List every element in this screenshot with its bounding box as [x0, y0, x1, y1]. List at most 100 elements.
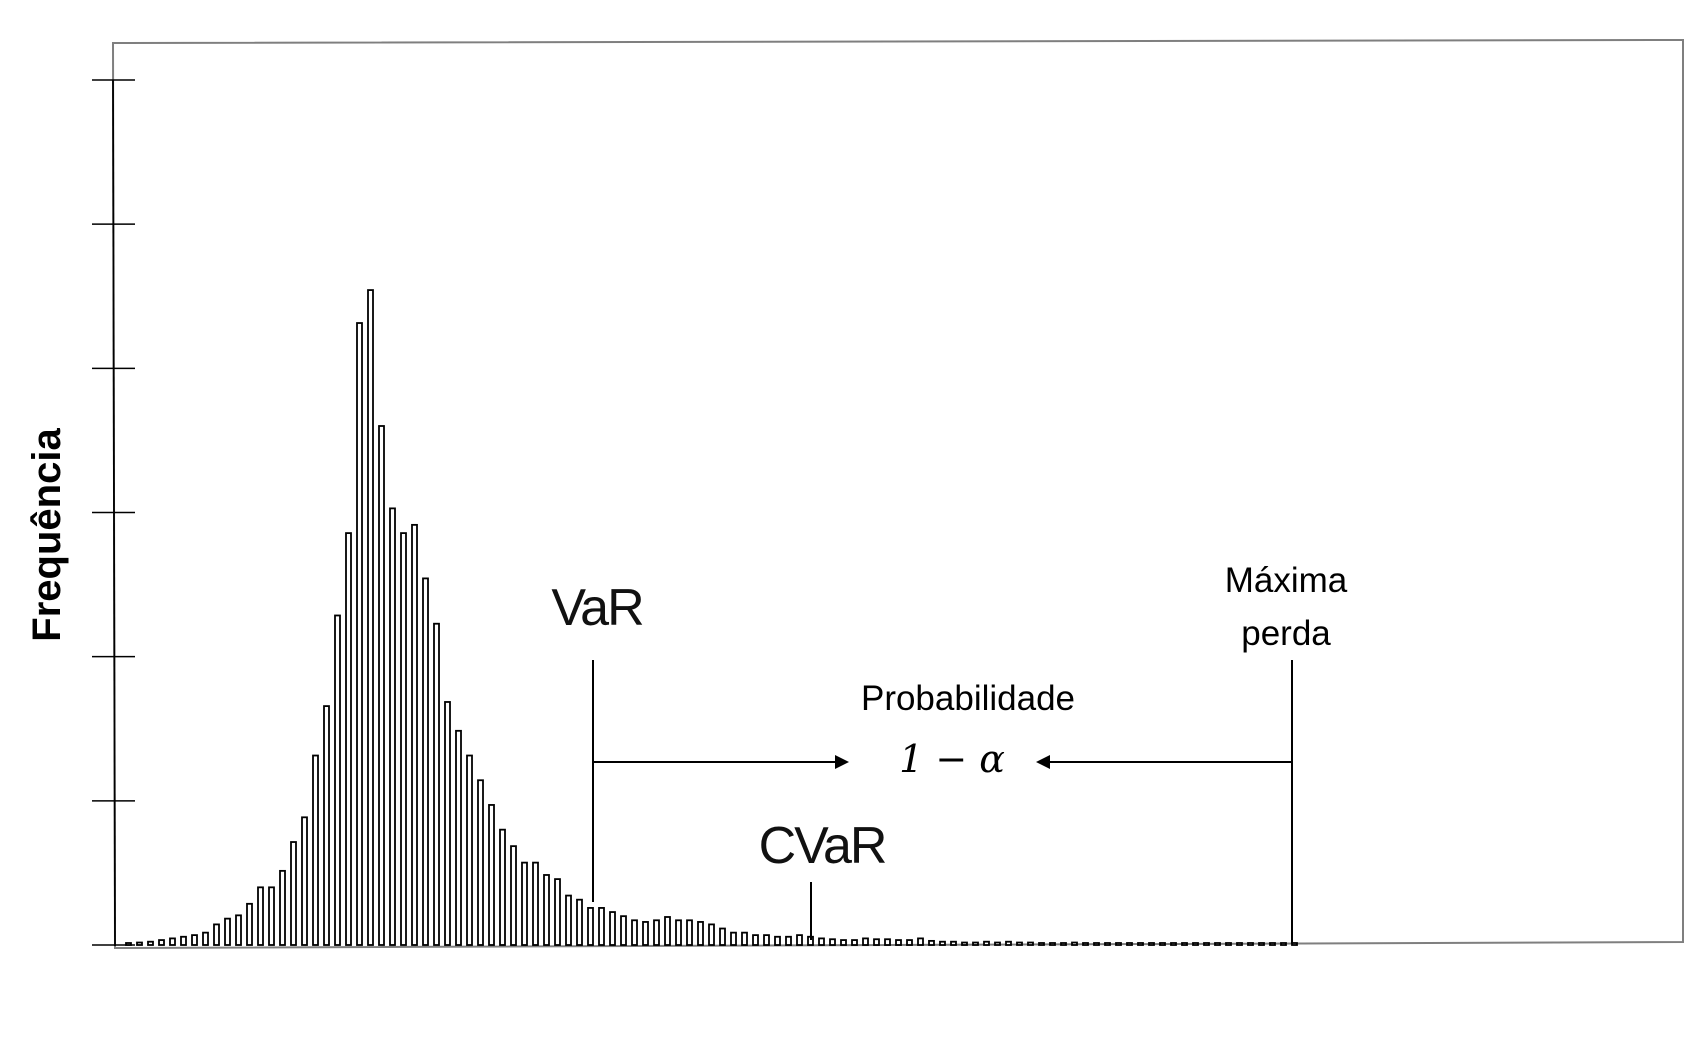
histogram-bar: [1181, 942, 1188, 946]
histogram-bar: [169, 937, 176, 946]
histogram-bar: [125, 942, 132, 946]
histogram-bar: [609, 911, 616, 946]
histogram-bar: [862, 937, 869, 946]
histogram-bar: [1203, 942, 1210, 946]
histogram-bar: [917, 937, 924, 946]
histogram-bar: [598, 907, 605, 946]
histogram-bar: [180, 935, 187, 946]
histogram-bar: [1071, 941, 1078, 946]
histogram-bar: [664, 916, 671, 946]
histogram-bar: [741, 931, 748, 946]
histogram-bar: [1225, 942, 1232, 946]
histogram-bar: [587, 907, 594, 946]
histogram-bar: [202, 931, 209, 946]
histogram-bar: [147, 940, 154, 946]
histogram-bar: [884, 938, 891, 946]
histogram-bar: [499, 828, 506, 946]
histogram-bar: [455, 729, 462, 946]
histogram-bar: [1016, 941, 1023, 946]
histogram-bar: [400, 532, 407, 946]
histogram-bar: [224, 917, 231, 946]
histogram-bar: [136, 941, 143, 946]
probability-label: Probabilidade: [861, 679, 1075, 718]
histogram-bar: [939, 940, 946, 946]
histogram-bar: [466, 754, 473, 946]
histogram-bar: [1104, 942, 1111, 946]
histogram-bar: [1269, 942, 1276, 946]
histogram-bar: [1115, 942, 1122, 946]
histogram-bar: [763, 934, 770, 946]
histogram-bar: [378, 425, 385, 946]
histogram-bar: [312, 754, 319, 946]
probability-expression: 1 − α: [899, 737, 1005, 781]
histogram-bar: [235, 914, 242, 946]
histogram-bar: [554, 878, 561, 946]
histogram-bar: [950, 940, 957, 946]
histogram-bar: [488, 804, 495, 946]
histogram-bar: [565, 894, 572, 946]
histogram-bar: [268, 886, 275, 946]
histogram-bar: [367, 289, 374, 946]
histogram-bar: [345, 532, 352, 946]
histogram-bar: [1236, 942, 1243, 946]
histogram-bar: [1093, 942, 1100, 946]
histogram-bar: [983, 940, 990, 946]
histogram-bar: [1027, 941, 1034, 946]
histogram-bar: [774, 935, 781, 946]
histogram-bar: [1280, 942, 1287, 946]
histogram-bar: [389, 507, 396, 946]
histogram-bar: [433, 622, 440, 946]
histogram-bar: [642, 921, 649, 946]
histogram-bar: [1148, 942, 1155, 946]
histogram-bars: [125, 289, 1298, 946]
histogram-bar: [851, 939, 858, 946]
histogram-bar: [961, 941, 968, 946]
histogram-bar: [1082, 942, 1089, 946]
histogram-bar: [213, 923, 220, 946]
histogram-bar: [246, 902, 253, 946]
var-label: VaR: [551, 579, 643, 637]
histogram-bar: [290, 841, 297, 946]
histogram-bar: [1038, 942, 1045, 946]
histogram-bar: [532, 861, 539, 946]
histogram-bar: [631, 919, 638, 946]
histogram-bar: [829, 938, 836, 946]
histogram-bar: [1159, 942, 1166, 946]
histogram-bar: [191, 934, 198, 946]
histogram-bar: [543, 874, 550, 946]
histogram-bar: [1005, 940, 1012, 946]
histogram-bar: [972, 941, 979, 946]
histogram-bar: [1247, 942, 1254, 946]
histogram-bar: [158, 939, 165, 946]
histogram-bar: [675, 919, 682, 946]
histogram-bar: [719, 927, 726, 946]
histogram-bar: [1060, 942, 1067, 946]
histogram-bar: [301, 816, 308, 946]
histogram-bar: [356, 322, 363, 946]
y-axis-label: Frequência: [25, 428, 69, 642]
histogram-bar: [730, 931, 737, 946]
histogram-bar: [873, 938, 880, 946]
histogram-bar: [1049, 942, 1056, 946]
histogram-bar: [1126, 942, 1133, 946]
histogram-bar: [257, 886, 264, 946]
histogram-bar: [1137, 942, 1144, 946]
histogram-bar: [334, 614, 341, 946]
histogram-bar: [323, 705, 330, 946]
cvar-label: CVaR: [759, 817, 886, 875]
histogram-bar: [411, 523, 418, 946]
histogram-bar: [653, 919, 660, 946]
histogram-bar: [521, 861, 528, 946]
y-axis-ticks: [92, 79, 135, 946]
histogram-bar: [444, 701, 451, 946]
histogram-bar: [1170, 942, 1177, 946]
histogram-bar: [994, 941, 1001, 946]
histogram-bar: [818, 937, 825, 946]
histogram-bar: [422, 577, 429, 946]
histogram-bar: [686, 919, 693, 946]
histogram-bar: [1258, 942, 1265, 946]
histogram-bar: [510, 845, 517, 946]
histogram-bar: [785, 935, 792, 946]
histogram-bar: [752, 934, 759, 946]
